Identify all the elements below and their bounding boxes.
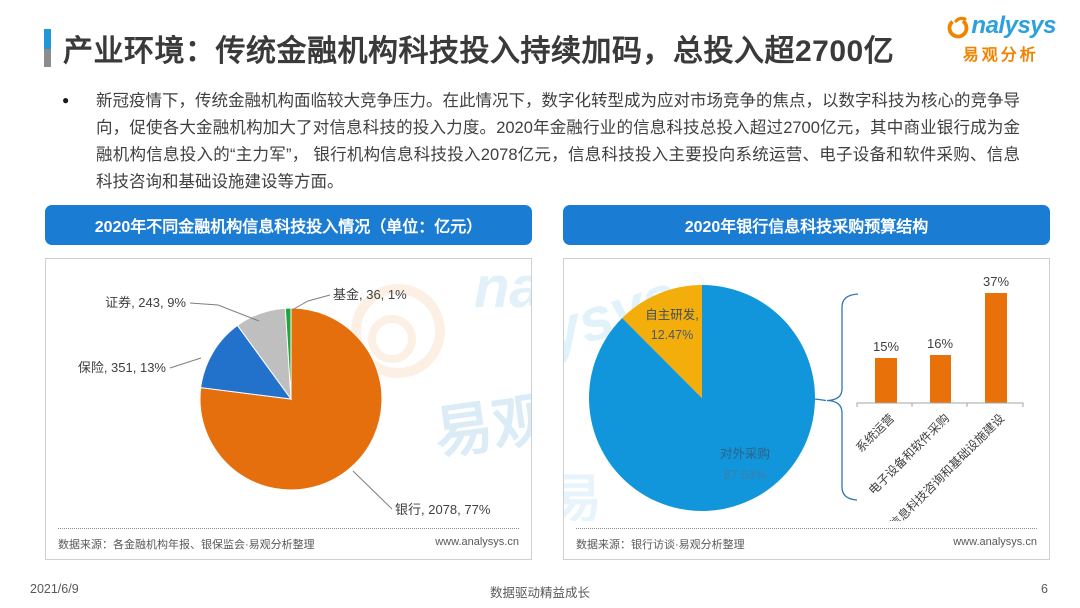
footer-page-number: 6 — [1041, 582, 1048, 596]
right-chart-panel: ysys 易 自主研发, 12.47% 对外采购 87.53% 15% 16% … — [563, 258, 1050, 560]
bar-consulting-infrastructure — [985, 293, 1007, 403]
pie-label-outsourcing-name: 对外采购 — [720, 446, 770, 461]
brace-connector-line — [814, 398, 827, 402]
pie-slice-fund — [284, 307, 292, 400]
pie-label-inhouse-value: 12.47% — [651, 328, 693, 342]
bar-axis — [856, 402, 1024, 407]
leader-line-bank — [352, 470, 393, 510]
watermark-cn: 易 — [564, 471, 602, 521]
pie-bar-chart-procurement: ysys 易 自主研发, 12.47% 对外采购 87.53% 15% 16% … — [564, 261, 1024, 521]
footer: 2021/6/9 数据驱动精益成长 6 — [0, 582, 1080, 600]
bar-system-operation — [875, 358, 897, 403]
logo-brand-row: nalysys — [945, 12, 1056, 40]
summary-bullet: ● 新冠疫情下，传统金融机构面临较大竞争压力。在此情况下，数字化转型成为应对市场… — [62, 88, 1020, 196]
analysys-swirl-icon — [948, 16, 969, 39]
pie-label-fund: 基金, 36, 1% — [333, 287, 407, 302]
bar-value-system-operation: 15% — [873, 339, 899, 354]
watermark-latin: na — [474, 259, 531, 320]
pie-slice-inhouse — [622, 285, 702, 398]
source-text: 数据来源：银行访谈·易观分析整理 — [576, 539, 745, 551]
analysys-logo: nalysys 易观分析 — [945, 12, 1056, 65]
leader-line-securities — [189, 302, 260, 322]
bullet-text: 新冠疫情下，传统金融机构面临较大竞争压力。在此情况下，数字化转型成为应对市场竞争… — [96, 92, 1020, 191]
pie-label-insurance: 保险, 351, 13% — [78, 360, 167, 375]
pie-slice-insurance — [200, 324, 293, 400]
leader-line-insurance — [169, 357, 202, 369]
header-title-row: 产业环境：传统金融机构科技投入持续加码，总投入超2700亿 — [44, 26, 894, 70]
footer-date: 2021/6/9 — [30, 582, 79, 596]
pie-label-bank: 银行, 2078, 77% — [395, 502, 491, 517]
source-row: 数据来源：各金融机构年报、银保监会·易观分析整理 www.analysys.cn — [58, 528, 519, 552]
watermark-cn: 易观 — [431, 386, 531, 467]
pie-label-inhouse-name: 自主研发, — [645, 307, 698, 322]
pie-slice-outsourcing — [589, 285, 816, 511]
left-chart-panel: na 易观 基金, 36, 1% 证券, 243, 9% 保险, 351, 13… — [45, 258, 532, 560]
website-text: www.analysys.cn — [435, 536, 519, 548]
bar-category-system-operation: 系统运营 — [853, 411, 897, 455]
website-text: www.analysys.cn — [953, 536, 1037, 548]
logo-brand-cn: 易观分析 — [962, 47, 1039, 64]
left-chart-banner: 2020年不同金融机构信息科技投入情况（单位：亿元） — [45, 205, 532, 245]
pie-chart-financial-institutions: na 易观 基金, 36, 1% 证券, 243, 9% 保险, 351, 13… — [78, 259, 531, 517]
title-accent-bar — [44, 29, 51, 67]
source-text: 数据来源：各金融机构年报、银保监会·易观分析整理 — [58, 539, 315, 551]
logo-brand-text: nalysys — [971, 12, 1056, 39]
footer-slogan: 数据驱动精益成长 — [489, 586, 590, 600]
source-row: 数据来源：银行访谈·易观分析整理 www.analysys.cn — [576, 528, 1037, 552]
page-title: 产业环境：传统金融机构科技投入持续加码，总投入超2700亿 — [63, 35, 895, 68]
bar-value-equipment-software: 16% — [927, 336, 953, 351]
bar-value-consulting-infrastructure: 37% — [983, 274, 1009, 289]
brace-icon — [826, 293, 859, 501]
pie-label-outsourcing-value: 87.53% — [724, 468, 766, 482]
watermark-swirl-icon — [351, 284, 445, 378]
right-chart-banner: 2020年银行信息科技采购预算结构 — [563, 205, 1050, 245]
bullet-marker: ● — [62, 93, 70, 107]
leader-line-fund — [291, 294, 331, 311]
pie-label-securities: 证券, 243, 9% — [105, 295, 186, 310]
bar-equipment-software — [930, 355, 951, 403]
